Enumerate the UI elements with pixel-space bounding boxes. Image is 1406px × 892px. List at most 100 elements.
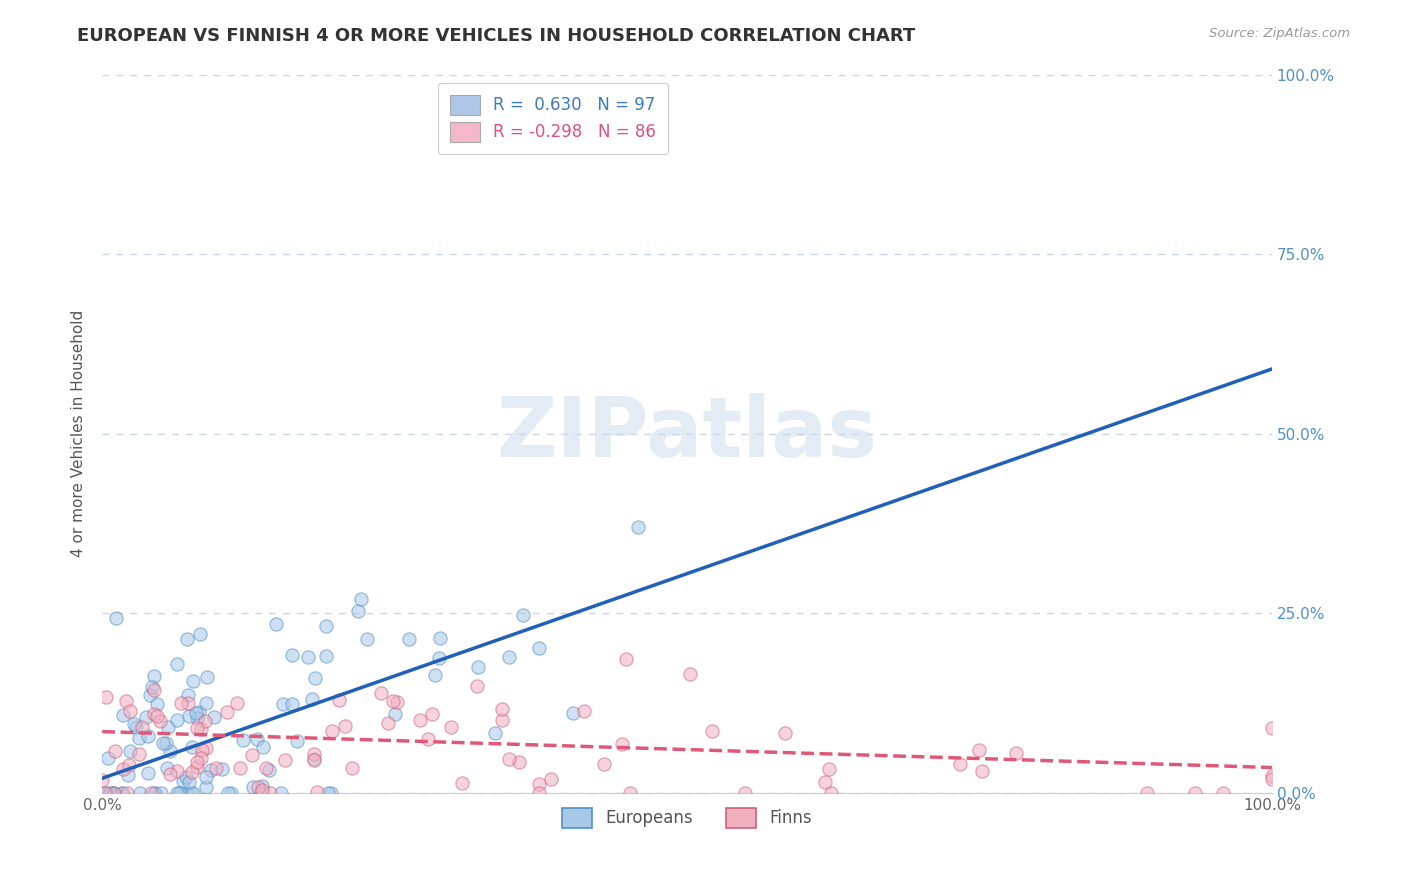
Point — [259, 763, 281, 777]
Legend: Europeans, Finns: Europeans, Finns — [555, 801, 818, 835]
Point — [167, 786, 190, 800]
Point — [465, 679, 488, 693]
Point — [219, 786, 242, 800]
Point — [177, 774, 200, 789]
Point — [143, 786, 166, 800]
Point — [166, 786, 188, 800]
Point — [217, 786, 239, 800]
Point — [301, 692, 323, 706]
Point — [170, 696, 193, 710]
Point — [128, 747, 150, 761]
Point — [180, 786, 202, 800]
Point — [319, 786, 342, 800]
Point — [186, 722, 208, 736]
Point — [181, 786, 204, 800]
Point — [1211, 786, 1233, 800]
Point — [527, 786, 550, 800]
Point — [561, 706, 583, 720]
Point — [101, 786, 124, 800]
Point — [186, 756, 208, 770]
Text: Source: ZipAtlas.com: Source: ZipAtlas.com — [1209, 27, 1350, 40]
Point — [143, 669, 166, 683]
Point — [159, 744, 181, 758]
Point — [527, 641, 550, 656]
Point — [281, 648, 304, 662]
Point — [101, 786, 124, 800]
Point — [270, 786, 292, 800]
Point — [94, 786, 117, 800]
Point — [94, 690, 117, 704]
Point — [350, 591, 373, 606]
Point — [136, 729, 159, 743]
Point — [152, 736, 174, 750]
Point — [97, 751, 120, 765]
Point — [773, 725, 796, 739]
Point — [91, 786, 114, 800]
Point — [259, 786, 281, 800]
Point — [328, 693, 350, 707]
Point — [211, 762, 233, 776]
Point — [103, 786, 125, 800]
Point — [592, 757, 614, 772]
Point — [139, 688, 162, 702]
Point — [141, 680, 163, 694]
Point — [427, 651, 450, 665]
Point — [967, 742, 990, 756]
Point — [149, 714, 172, 728]
Point — [1261, 769, 1284, 783]
Point — [124, 716, 146, 731]
Point — [240, 747, 263, 762]
Point — [200, 763, 222, 777]
Point — [572, 704, 595, 718]
Point — [98, 786, 121, 800]
Point — [285, 733, 308, 747]
Point — [302, 753, 325, 767]
Point — [398, 632, 420, 647]
Point — [1184, 786, 1206, 800]
Point — [491, 701, 513, 715]
Point — [491, 713, 513, 727]
Point — [264, 616, 287, 631]
Point — [226, 696, 249, 710]
Point — [111, 786, 134, 800]
Point — [172, 774, 194, 789]
Point — [125, 719, 148, 733]
Point — [104, 744, 127, 758]
Point — [118, 758, 141, 772]
Point — [814, 775, 837, 789]
Point — [188, 705, 211, 719]
Point — [377, 716, 399, 731]
Point — [246, 732, 269, 747]
Point — [120, 744, 142, 758]
Point — [128, 731, 150, 745]
Point — [135, 710, 157, 724]
Point — [111, 707, 134, 722]
Point — [252, 739, 274, 754]
Point — [616, 652, 638, 666]
Point — [423, 668, 446, 682]
Point — [181, 765, 204, 780]
Point — [429, 632, 451, 646]
Point — [215, 705, 238, 719]
Point — [193, 714, 215, 728]
Point — [484, 726, 506, 740]
Point — [166, 657, 188, 672]
Point — [186, 710, 208, 724]
Point — [540, 772, 562, 786]
Point — [321, 723, 343, 738]
Point — [143, 786, 166, 800]
Point — [139, 786, 162, 800]
Point — [146, 698, 169, 712]
Point — [619, 786, 641, 800]
Point — [529, 777, 551, 791]
Point — [232, 733, 254, 747]
Point — [104, 610, 127, 624]
Point — [972, 764, 994, 779]
Point — [195, 770, 218, 784]
Point — [114, 694, 136, 708]
Point — [610, 737, 633, 751]
Point — [159, 767, 181, 781]
Point — [734, 786, 756, 800]
Point — [174, 770, 197, 784]
Point — [315, 619, 337, 633]
